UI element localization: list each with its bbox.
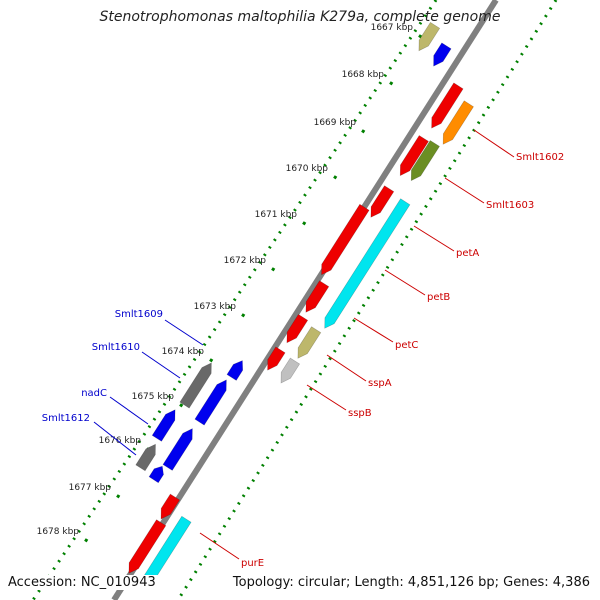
gene-label-forward: sspB — [348, 408, 372, 419]
ruler-tick-label: 1675 kbp — [132, 392, 175, 402]
gene-label-forward: Smlt1602 — [516, 152, 564, 163]
ruler-tick — [84, 538, 89, 543]
gene-label-forward: petB — [427, 292, 450, 303]
ruler-tick — [361, 129, 366, 134]
leader-line — [384, 269, 426, 296]
gene-feature-red — [160, 493, 181, 520]
leader-line — [473, 129, 515, 158]
ruler-tick — [179, 403, 184, 408]
gene-feature-khaki — [418, 21, 441, 52]
ruler-tick-label: 1672 kbp — [224, 256, 267, 266]
leader-line — [141, 351, 181, 379]
gene-feature-red — [267, 346, 286, 371]
gene-feature-blue — [226, 360, 244, 381]
gene-label-forward: purE — [241, 558, 264, 569]
gene-label-reverse: Smlt1610 — [92, 342, 140, 353]
ruler-tick-label: 1669 kbp — [314, 118, 357, 128]
ruler-tick-label: 1671 kbp — [255, 210, 298, 220]
gene-feature-blue — [162, 428, 193, 471]
ruler-tick-label: 1677 kbp — [69, 483, 112, 493]
ruler-tick-label: 1668 kbp — [342, 70, 385, 80]
gene-feature-red — [370, 185, 395, 218]
gene-feature-red — [399, 135, 429, 177]
gene-feature-olive — [410, 140, 440, 182]
gene-feature-red — [431, 82, 464, 129]
ruler-tick — [389, 81, 394, 86]
leader-line — [93, 421, 137, 456]
gene-feature-khaki — [297, 326, 322, 359]
ruler-tick — [333, 175, 338, 180]
gene-label-forward: petC — [395, 340, 418, 351]
leader-line — [326, 354, 367, 382]
ruler-ticks — [84, 34, 423, 543]
ruler-tick — [302, 221, 307, 226]
leader-line — [109, 396, 149, 425]
gene-feature-blue — [433, 42, 452, 67]
ruler-dots-inner — [31, 0, 438, 600]
gene-feature-orange — [442, 100, 474, 145]
gene-label-reverse: Smlt1609 — [115, 309, 163, 320]
gene-feature-cyan — [324, 198, 411, 329]
ruler-tick — [116, 494, 121, 499]
gene-label-reverse: Smlt1612 — [42, 413, 90, 424]
gene-feature-gray — [179, 362, 212, 409]
gene-feature-red — [321, 203, 370, 276]
gene-label-reverse: nadC — [81, 388, 107, 399]
ruler-tick-label: 1670 kbp — [286, 164, 329, 174]
gene-feature-red — [128, 519, 167, 574]
leader-line — [353, 317, 394, 343]
ruler-tick-label: 1674 kbp — [162, 347, 205, 357]
gene-feature-blue — [194, 379, 227, 426]
gene-label-forward: sspA — [368, 378, 392, 389]
leader-line — [199, 532, 240, 560]
ruler-tick — [241, 313, 246, 318]
gene-label-forward: Smlt1603 — [486, 200, 534, 211]
ruler-tick-label: 1673 kbp — [194, 302, 237, 312]
gene-labels: Smlt1602 Smlt1603 petA petB petC sspA sspB purE… — [42, 152, 565, 569]
gene-feature-gray — [135, 443, 156, 472]
gene-label-forward: petA — [456, 248, 479, 259]
gene-feature-blue — [151, 409, 176, 442]
gene-feature-red — [305, 280, 330, 313]
ruler-tick-labels: 1667 kbp 1668 kbp 1669 kbp 1670 kbp 1671 kbp… — [37, 23, 414, 537]
gene-feature-red — [286, 313, 309, 344]
gene-feature-silver — [280, 357, 301, 384]
leader-line — [413, 225, 455, 252]
ruler-tick — [418, 34, 423, 39]
label-leader-lines — [93, 129, 515, 560]
ruler-tick-label: 1676 kbp — [99, 436, 142, 446]
ruler-tick — [271, 267, 276, 272]
leader-line — [444, 177, 485, 204]
map-title: Stenotrophomonas maltophilia K279a, comp… — [99, 9, 501, 25]
ruler-tick-label: 1678 kbp — [37, 527, 80, 537]
ruler-dots-outer — [176, 0, 558, 600]
ruler-tick-label: 1667 kbp — [371, 23, 414, 33]
topology-summary: Topology: circular; Length: 4,851,126 bp… — [230, 575, 592, 590]
leader-line — [306, 384, 347, 411]
accession-text: Accession: NC_010943 — [6, 575, 158, 590]
leader-line — [164, 319, 204, 346]
gene-feature-blue — [148, 465, 164, 484]
ruler-tick — [209, 358, 214, 363]
gene-features — [128, 21, 474, 588]
